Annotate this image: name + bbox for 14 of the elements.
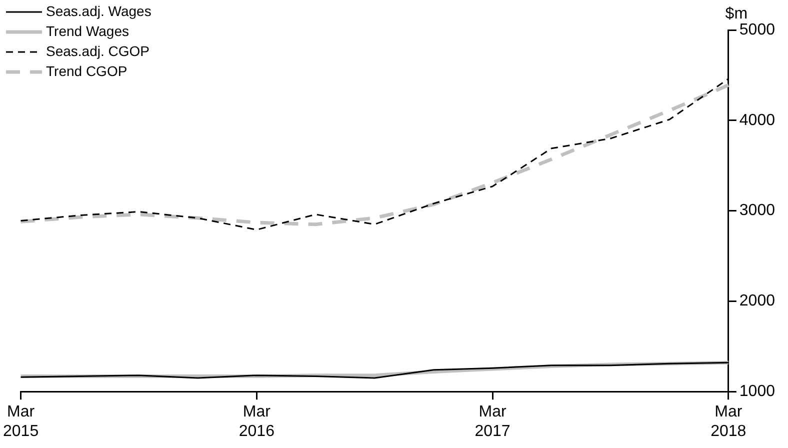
- legend-label: Trend CGOP: [46, 62, 128, 79]
- legend-label: Trend Wages: [46, 22, 129, 39]
- y-tick-label: 1000: [739, 383, 776, 400]
- legend-label: Seas.adj. Wages: [46, 2, 152, 19]
- y-tick-label: 2000: [739, 292, 776, 310]
- y-tick-label: 3000: [739, 202, 776, 220]
- y-tick-label: 4000: [739, 112, 776, 129]
- x-tick-label: Mar 2016: [238, 404, 275, 440]
- x-tick-label: Mar 2018: [710, 404, 746, 440]
- x-tick-label: Mar 2017: [474, 404, 510, 440]
- legend-label: Seas.adj. CGOP: [46, 42, 150, 59]
- y-axis-title: $m: [725, 5, 748, 22]
- y-tick-label: 5000: [739, 21, 776, 38]
- x-tick-label: Mar 2015: [3, 404, 39, 440]
